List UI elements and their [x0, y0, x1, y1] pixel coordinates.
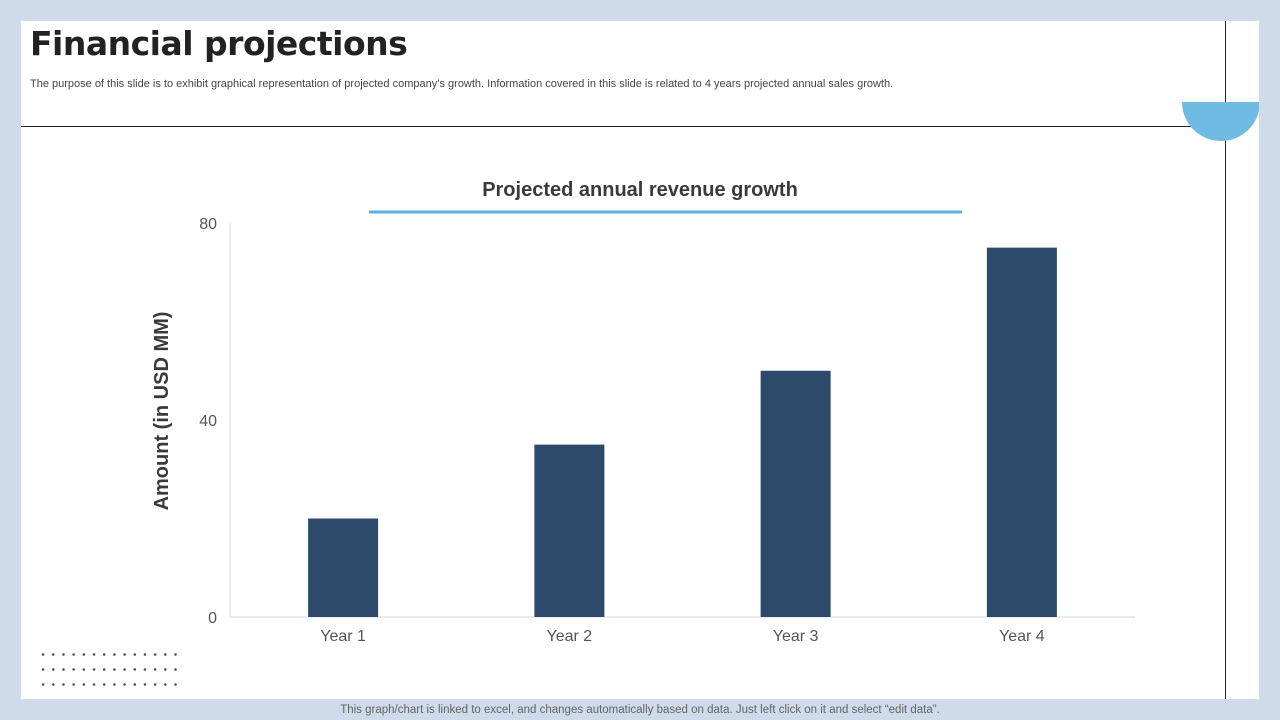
x-tick-label: Year 4	[999, 628, 1045, 645]
bar-year-4[interactable]	[986, 247, 1057, 617]
x-tick-label: Year 1	[320, 628, 366, 645]
chart-title: Projected annual revenue growth	[482, 179, 798, 201]
bar-year-3[interactable]	[760, 370, 831, 617]
header-divider	[21, 126, 1225, 127]
bar-year-1[interactable]	[308, 518, 379, 618]
slide-subtitle: The purpose of this slide is to exhibit …	[30, 78, 894, 90]
slide: Financial projections The purpose of thi…	[21, 21, 1259, 699]
x-tick-label: Year 2	[547, 628, 593, 645]
decorative-dot-grid	[38, 647, 178, 687]
x-tick-label: Year 3	[773, 628, 819, 645]
y-tick-label: 40	[199, 413, 217, 430]
y-axis-label: Amount (in USD MM)	[151, 312, 173, 511]
slide-title: Financial projections	[30, 24, 408, 63]
right-vertical-divider	[1225, 21, 1226, 699]
y-tick-label: 80	[199, 216, 217, 233]
y-axis-ticks: 0 40 80	[199, 216, 217, 627]
footer-note: This graph/chart is linked to excel, and…	[340, 704, 940, 716]
revenue-bar-chart[interactable]: Projected annual revenue growth Amount (…	[21, 21, 1259, 699]
bars	[308, 247, 1057, 618]
bar-year-2[interactable]	[534, 444, 605, 617]
y-tick-label: 0	[208, 610, 217, 627]
x-axis-labels: Year 1 Year 2 Year 3 Year 4	[320, 628, 1045, 645]
